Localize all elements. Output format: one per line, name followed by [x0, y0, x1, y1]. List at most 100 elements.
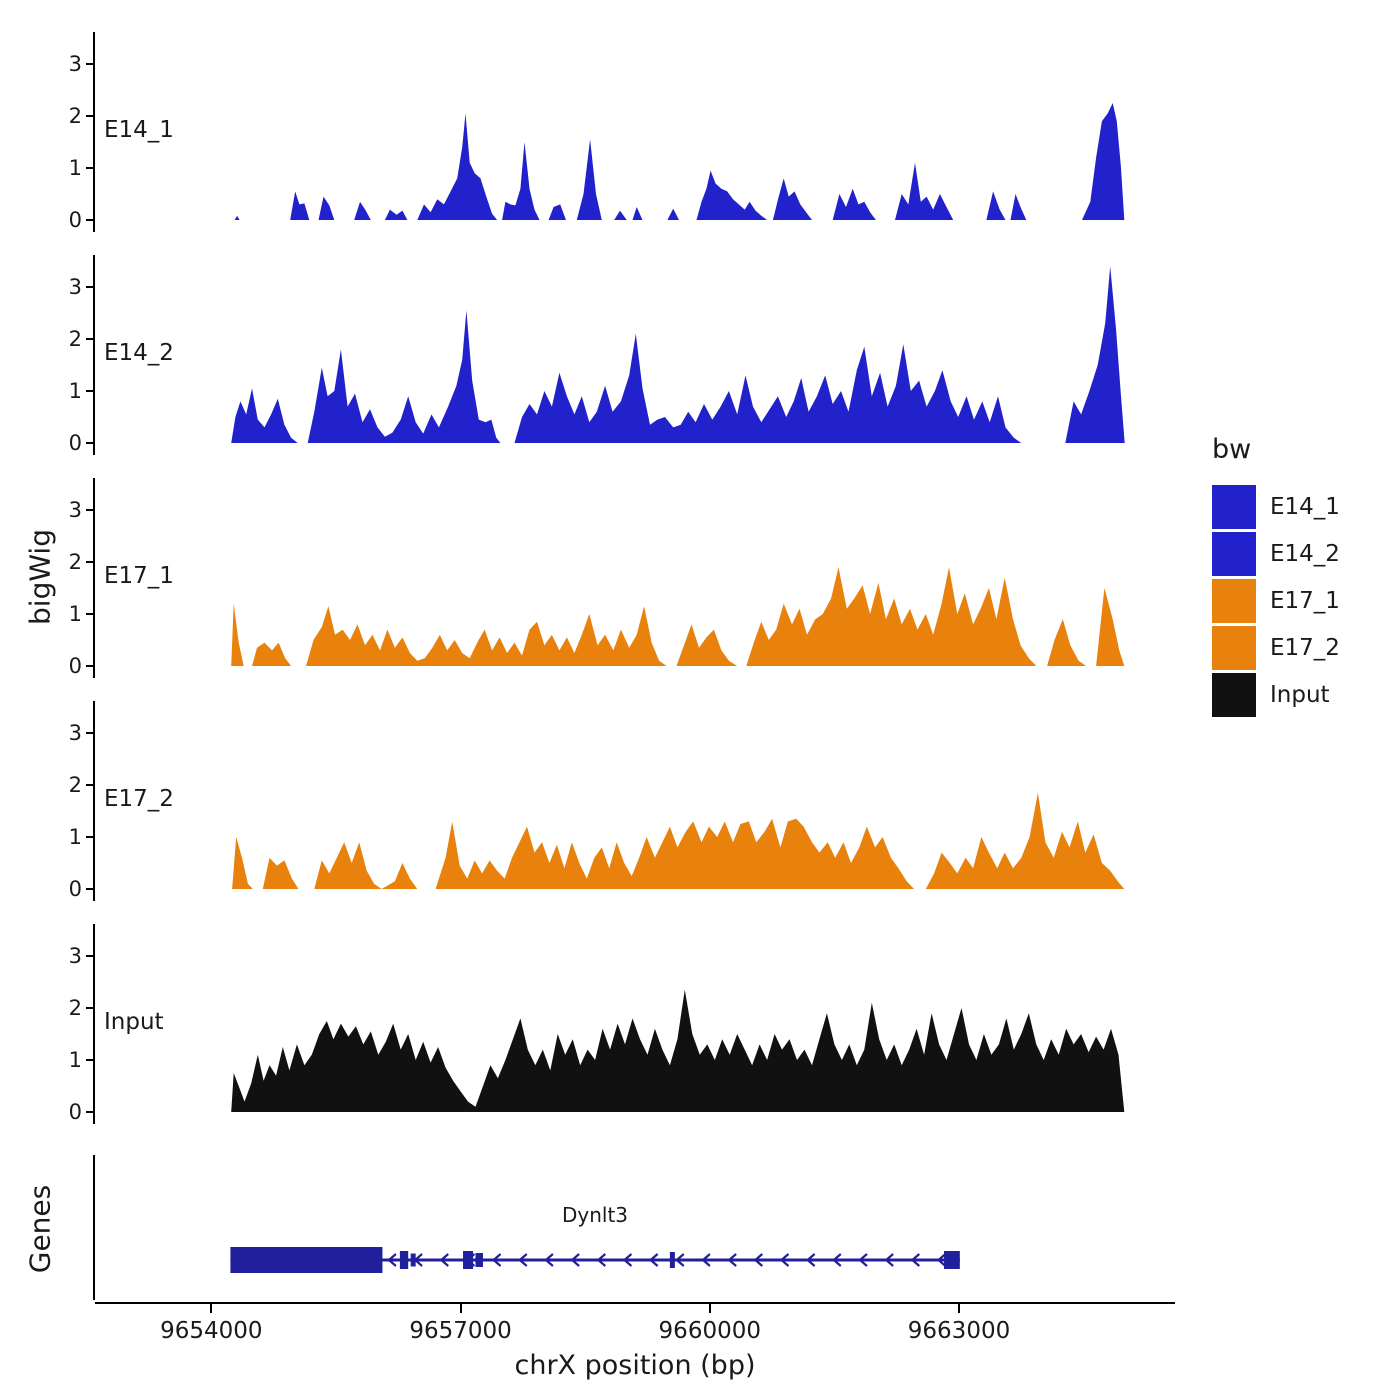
strand-arrow-icon — [648, 1253, 659, 1267]
x-tick-mark — [459, 1304, 462, 1313]
gene-exon — [475, 1253, 483, 1267]
strand-arrow-icon — [596, 1253, 606, 1267]
y-axis-ticks: 0 1 2 3 — [0, 255, 100, 455]
coverage-track-e14-1 — [234, 103, 1125, 220]
strand-arrow-icon — [832, 1253, 842, 1267]
legend-label: E17_1 — [1270, 588, 1340, 614]
y-tick-label: 3 — [68, 944, 82, 968]
y-axis-ticks: 0 1 2 3 — [0, 924, 100, 1124]
coverage-track-e14-2 — [231, 266, 1125, 443]
track-facet-e17-2: 0 1 2 3 E17_2 — [0, 701, 1180, 901]
gene-exon — [463, 1251, 473, 1269]
gene-exon — [669, 1252, 675, 1268]
y-tick-mark — [86, 784, 93, 786]
y-tick-mark — [86, 286, 93, 288]
y-tick-mark — [86, 1111, 93, 1113]
x-axis-title: chrX position (bp) — [514, 1350, 756, 1381]
y-tick-label: 1 — [68, 1048, 82, 1072]
gene-exon — [230, 1247, 383, 1273]
track-facet-e14-2: 0 1 2 3 E14_2 — [0, 255, 1180, 455]
y-tick-label: 2 — [68, 550, 82, 574]
coverage-area-path — [234, 103, 1125, 220]
strand-arrow-icon — [439, 1253, 449, 1267]
strand-arrow-icon — [753, 1253, 764, 1267]
y-axis-line — [93, 924, 95, 1124]
x-tick-label: 9657000 — [409, 1318, 512, 1344]
y-axis-line — [93, 255, 95, 455]
x-axis-line — [95, 1302, 1175, 1304]
y-tick-mark — [86, 836, 93, 838]
strand-arrow-icon — [805, 1253, 816, 1267]
gene-model — [230, 1247, 960, 1273]
y-tick-mark — [86, 338, 93, 340]
legend-label: E14_2 — [1270, 541, 1340, 567]
y-tick-label: 1 — [68, 379, 82, 403]
legend-swatch-icon — [1212, 673, 1256, 717]
y-tick-mark — [86, 219, 93, 221]
strand-arrow-icon — [727, 1253, 737, 1267]
y-tick-label: 3 — [68, 52, 82, 76]
gene-exon — [410, 1253, 416, 1267]
y-tick-label: 1 — [68, 825, 82, 849]
x-tick-mark — [958, 1304, 960, 1313]
y-axis-line — [93, 32, 95, 232]
gene-name-label: Dynlt3 — [561, 1203, 629, 1227]
track-facet-input: 0 1 2 3 Input — [0, 924, 1180, 1124]
y-axis-ticks: 0 1 2 3 — [0, 478, 100, 678]
y-tick-mark — [86, 63, 93, 65]
strand-arrow-icon — [570, 1253, 580, 1267]
coverage-area-path — [231, 989, 1125, 1112]
x-tick-label: 9660000 — [658, 1318, 761, 1344]
legend-swatch-icon — [1212, 626, 1256, 670]
y-tick-mark — [86, 665, 93, 667]
y-tick-label: 0 — [68, 431, 82, 455]
strand-arrow-icon — [858, 1253, 868, 1267]
y-tick-mark — [86, 115, 93, 117]
y-tick-mark — [86, 390, 93, 392]
legend-swatch-icon — [1212, 485, 1256, 529]
y-tick-label: 0 — [68, 1100, 82, 1124]
y-tick-label: 1 — [68, 602, 82, 626]
y-tick-mark — [86, 955, 93, 957]
y-tick-label: 3 — [68, 721, 82, 745]
coverage-area-path — [231, 266, 1125, 443]
x-tick-label: 9654000 — [160, 1318, 263, 1344]
y-tick-label: 0 — [68, 208, 82, 232]
strand-arrow-icon — [779, 1253, 790, 1267]
legend-item-input: Input — [1212, 673, 1397, 717]
strand-arrow-icon — [518, 1253, 528, 1267]
coverage-area-path — [231, 567, 1125, 666]
y-tick-label: 0 — [68, 654, 82, 678]
strand-arrow-icon — [936, 1253, 947, 1267]
strand-arrow-icon — [701, 1253, 711, 1267]
y-tick-mark — [86, 732, 93, 734]
strand-arrow-icon — [675, 1253, 685, 1267]
y-tick-label: 2 — [68, 996, 82, 1020]
legend-swatch-icon — [1212, 532, 1256, 576]
y-tick-mark — [86, 613, 93, 615]
y-tick-mark — [86, 509, 93, 511]
strand-arrow-icon — [387, 1253, 397, 1267]
legend-swatch-icon — [1212, 579, 1256, 623]
y-tick-mark — [86, 888, 93, 890]
x-tick-mark — [210, 1304, 213, 1313]
legend: bw E14_1 E14_2 E17_1 E17_2 Input — [1212, 434, 1397, 717]
legend-item-e17-2: E17_2 — [1212, 626, 1397, 670]
legend-title: bw — [1212, 434, 1252, 465]
y-axis-line — [93, 1155, 95, 1300]
y-tick-label: 2 — [68, 773, 82, 797]
coverage-area-path — [232, 792, 1125, 889]
strand-arrow-icon — [910, 1253, 921, 1267]
y-tick-label: 2 — [68, 104, 82, 128]
y-tick-mark — [86, 167, 93, 169]
y-axis-line — [93, 478, 95, 678]
strand-arrow-icon — [544, 1253, 554, 1267]
y-axis-ticks: 0 1 2 3 — [0, 32, 100, 232]
strand-arrow-icon — [622, 1253, 633, 1267]
genes-facet: Dynlt3 — [0, 1155, 1180, 1305]
y-tick-label: 0 — [68, 877, 82, 901]
track-label: E14_1 — [104, 117, 174, 143]
gene-exon — [399, 1251, 409, 1269]
strand-arrow-icon — [884, 1253, 894, 1267]
